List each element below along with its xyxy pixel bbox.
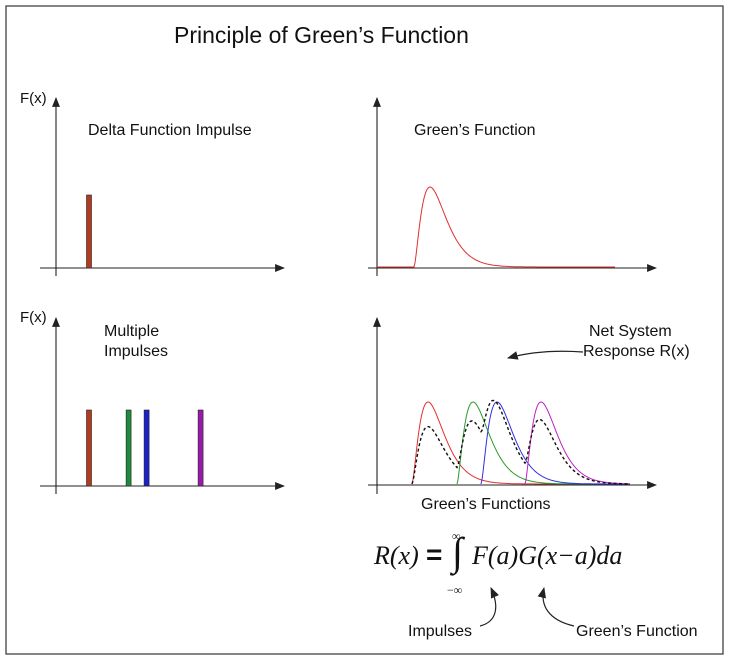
impulse-bar-4 [197, 409, 204, 487]
equation-lower-limit: −∞ [447, 583, 463, 597]
diagram-border [5, 5, 724, 655]
impulse-bar-2 [125, 409, 132, 487]
response-curve-4 [524, 401, 630, 485]
label-multiple: Multiple [104, 323, 160, 340]
impulses-callout-arrow [479, 587, 499, 627]
greens-function-callout-arrow [537, 586, 575, 627]
response-curves-group [411, 401, 630, 485]
label-delta-function-impulse: Delta Function Impulse [88, 122, 252, 139]
response-curve-3 [480, 401, 630, 485]
equation-lhs: R(x) [374, 541, 419, 570]
panel-top-right-axes [368, 97, 657, 276]
label-impulses: Impulses [104, 343, 169, 360]
response-curve-1 [411, 401, 630, 485]
axis-label-fx-bottom: F(x) [20, 309, 47, 326]
diagram-title: Principle of Green’s Function [174, 22, 469, 48]
panel-bottom-right-axes [368, 317, 657, 494]
panel-top-left-axes [40, 97, 285, 276]
label-net-system: Net System [589, 323, 672, 340]
net-response-curve [411, 399, 630, 485]
label-response-rx: Response R(x) [583, 343, 690, 360]
impulse-single-group [86, 194, 92, 269]
impulse-bar-1 [86, 194, 92, 269]
impulse-bar-1 [86, 409, 92, 487]
label-greens-function: Green’s Function [414, 122, 536, 139]
label-greens-functions: Green’s Functions [421, 496, 551, 513]
greens-function-curve [377, 186, 615, 268]
callout-greens-function: Green’s Function [576, 623, 698, 640]
impulse-bar-3 [143, 409, 150, 487]
equation-integrand: F(a)G(x−a)da [472, 541, 623, 570]
net-response-arrow [506, 350, 584, 360]
equation-equals: = [426, 539, 443, 570]
axis-label-fx-top: F(x) [20, 90, 47, 107]
integral-sign: ∫ [452, 529, 463, 574]
callout-impulses: Impulses [408, 623, 473, 640]
equation-upper-limit: ∞ [452, 529, 461, 543]
panel-bottom-left-axes [40, 317, 285, 494]
impulse-multiple-group [86, 409, 204, 487]
